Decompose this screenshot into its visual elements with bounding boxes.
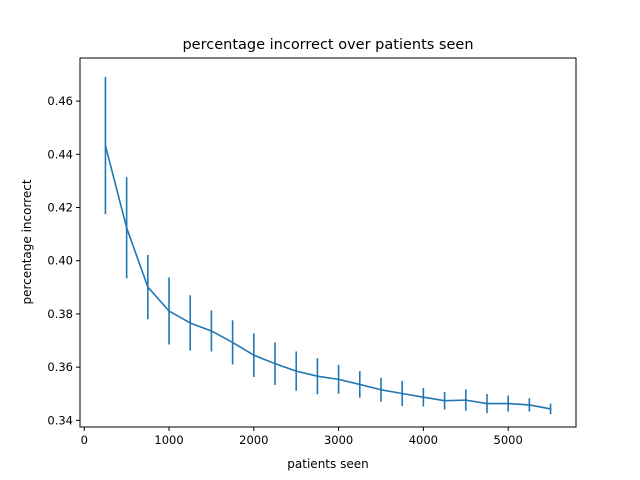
x-tick-label: 5000 (494, 433, 523, 447)
y-tick-label: 0.42 (47, 201, 73, 215)
axis-ticks: 0 1000 2000 3000 4000 5000 0.34 0.36 0.38 0.40 0.4… (47, 94, 522, 447)
y-tick-label: 0.34 (47, 413, 73, 427)
x-tick-label: 2000 (239, 433, 268, 447)
chart-title: percentage incorrect over patients seen (182, 37, 473, 53)
x-tick-label: 0 (81, 433, 88, 447)
y-tick-label: 0.44 (47, 147, 73, 161)
y-tick-label: 0.40 (47, 254, 73, 268)
y-axis-label: percentage incorrect (20, 179, 34, 304)
y-tick-label: 0.38 (47, 307, 73, 321)
x-tick-label: 3000 (324, 433, 353, 447)
y-tick-label: 0.36 (47, 360, 73, 374)
x-tick-label: 1000 (154, 433, 183, 447)
x-tick-label: 4000 (409, 433, 438, 447)
x-axis-label: patients seen (287, 457, 368, 471)
plot-frame (79, 57, 577, 428)
series-line-layer (104, 144, 552, 410)
y-tick-label: 0.46 (47, 94, 73, 108)
series-line (104, 144, 552, 410)
